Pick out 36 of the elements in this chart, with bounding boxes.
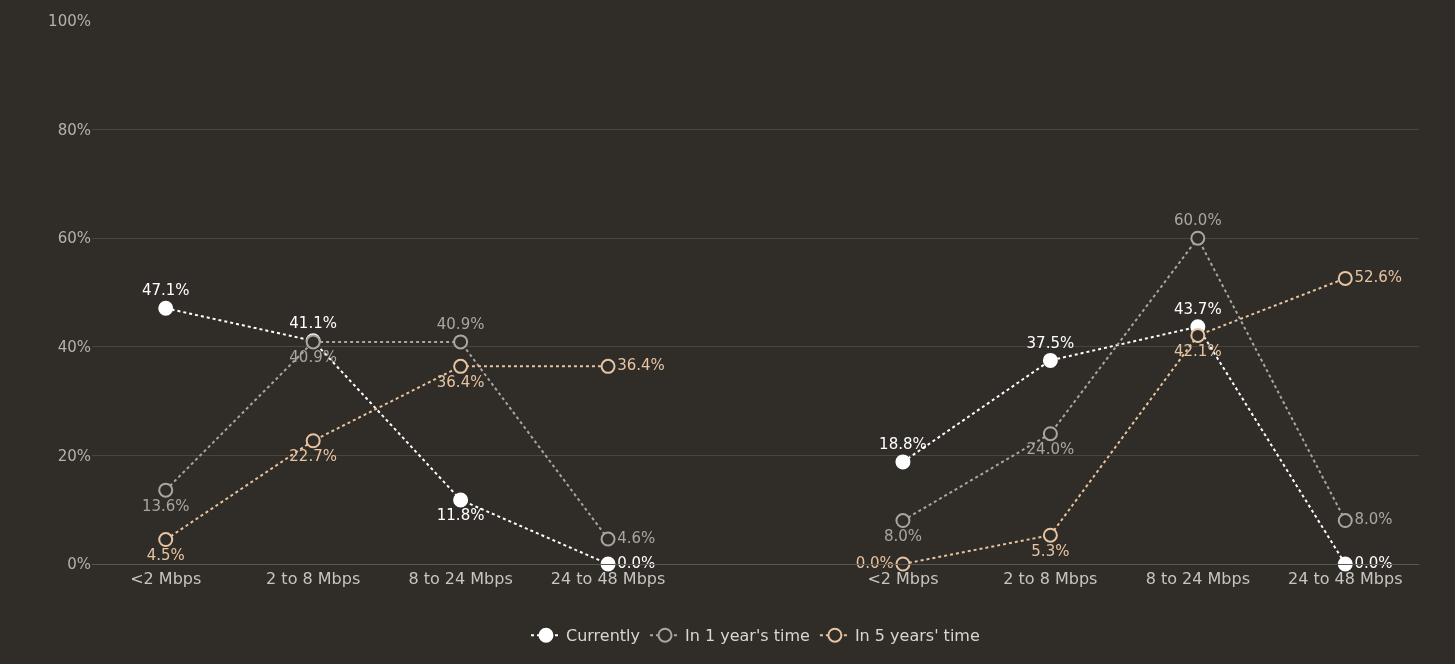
x-tick-label: 24 to 48 Mbps bbox=[550, 569, 666, 589]
data-label: 11.8% bbox=[436, 506, 485, 525]
y-tick-label: 60% bbox=[57, 229, 91, 248]
legend-label: In 1 year's time bbox=[685, 626, 810, 646]
data-label: 13.6% bbox=[141, 496, 190, 515]
data-label: 60.0% bbox=[1174, 211, 1222, 230]
x-tick-label: 2 to 8 Mbps bbox=[1003, 569, 1098, 589]
data-label: 36.4% bbox=[617, 356, 665, 375]
y-tick-label: 80% bbox=[57, 120, 91, 139]
data-label: 8.0% bbox=[883, 526, 922, 545]
data-label: 18.8% bbox=[879, 435, 927, 454]
legend-label: Currently bbox=[566, 626, 641, 646]
x-tick-label: 24 to 48 Mbps bbox=[1288, 569, 1403, 589]
y-tick-label: 100% bbox=[48, 12, 91, 31]
x-tick-label: 8 to 24 Mbps bbox=[1145, 569, 1250, 589]
data-label: 5.3% bbox=[1031, 541, 1070, 560]
data-label: 22.7% bbox=[289, 447, 337, 466]
x-tick-label: 8 to 24 Mbps bbox=[408, 569, 513, 589]
y-tick-label: 0% bbox=[67, 555, 91, 574]
data-label: 43.7% bbox=[1174, 299, 1222, 318]
x-tick-label: <2 Mbps bbox=[130, 569, 202, 589]
data-label: 37.5% bbox=[1026, 333, 1075, 352]
data-label: 52.6% bbox=[1354, 268, 1403, 287]
data-label: 24.0% bbox=[1026, 440, 1075, 459]
data-label: 4.6% bbox=[617, 528, 656, 547]
data-label: 8.0% bbox=[1354, 510, 1393, 529]
y-tick-label: 20% bbox=[57, 446, 91, 465]
data-label: 36.4% bbox=[436, 372, 485, 391]
y-tick-label: 40% bbox=[57, 338, 91, 357]
data-label: 41.1% bbox=[289, 313, 337, 332]
x-tick-label: <2 Mbps bbox=[867, 569, 939, 589]
data-label: 47.1% bbox=[141, 281, 190, 300]
data-label: 4.5% bbox=[146, 545, 185, 564]
x-tick-label: 2 to 8 Mbps bbox=[266, 569, 361, 589]
legend-label: In 5 years' time bbox=[854, 626, 980, 646]
data-label: 40.9% bbox=[436, 315, 485, 334]
